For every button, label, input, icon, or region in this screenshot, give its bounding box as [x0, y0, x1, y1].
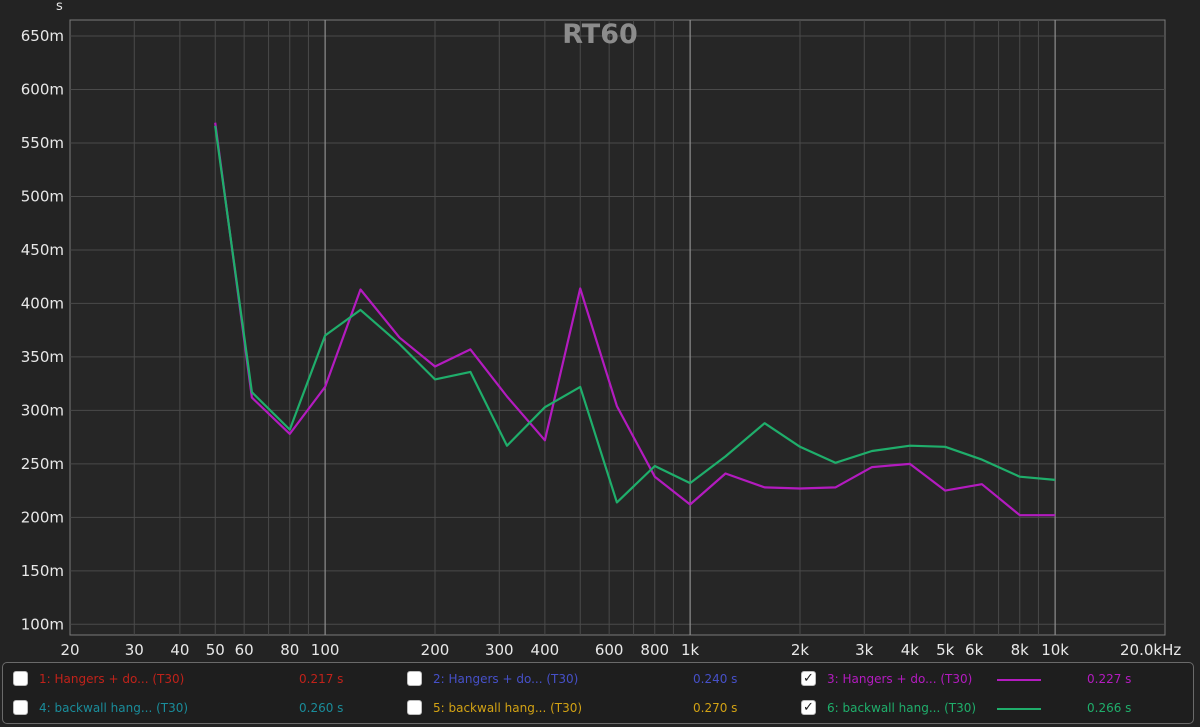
legend-series-value: 0.217 s — [299, 672, 344, 686]
rt60-chart: 100m 150m 200m 250m 300m 350m 400m 450m 500m 550m… — [21, 0, 1182, 659]
y-tick-label: 250m — [21, 455, 64, 473]
legend-item[interactable]: 2: Hangers + do... (T30) 0.240 s — [407, 666, 799, 694]
unchecked-checkbox[interactable] — [13, 700, 28, 715]
x-axis-ticks: 20 30 40 50 60 80 100 200 300 400 600 800 1k 2k 3k 4k 5k… — [60, 641, 1069, 659]
x-tick-label: 6k — [965, 641, 984, 659]
legend-item[interactable]: ✓ 6: backwall hang... (T30) 0.266 s — [801, 695, 1193, 723]
x-tick-label: 20 — [60, 641, 79, 659]
y-tick-label: 500m — [21, 187, 64, 205]
x-tick-label: 40 — [170, 641, 189, 659]
legend-series-value: 0.227 s — [1087, 672, 1132, 686]
grid-lines — [70, 20, 1165, 635]
y-tick-label: 300m — [21, 401, 64, 419]
series-line-hangers — [214, 122, 1056, 517]
plot-area — [69, 19, 1166, 636]
legend-series-name: 1: Hangers + do... (T30) — [39, 672, 185, 686]
y-axis-unit: s — [56, 0, 63, 14]
x-tick-label: 800 — [640, 641, 669, 659]
legend-series-value: 0.270 s — [693, 701, 738, 715]
x-tick-label: 3k — [855, 641, 874, 659]
legend-line-swatch — [997, 679, 1041, 681]
x-tick-label: 60 — [235, 641, 254, 659]
x-tick-label: 600 — [595, 641, 624, 659]
x-tick-label: 300 — [485, 641, 514, 659]
legend-series-name: 2: Hangers + do... (T30) — [433, 672, 579, 686]
x-tick-label: 50 — [206, 641, 225, 659]
legend-series-name: 6: backwall hang... (T30) — [827, 701, 977, 715]
y-axis-ticks: 100m 150m 200m 250m 300m 350m 400m 450m 500m 550m… — [21, 27, 64, 633]
x-tick-label: 8k — [1011, 641, 1030, 659]
legend-item[interactable]: 5: backwall hang... (T30) 0.270 s — [407, 695, 799, 723]
y-tick-label: 400m — [21, 294, 64, 312]
series-lines — [214, 122, 1056, 517]
x-tick-label: 80 — [280, 641, 299, 659]
x-tick-label: 400 — [531, 641, 560, 659]
checked-checkbox[interactable]: ✓ — [801, 700, 816, 715]
legend-item[interactable]: 1: Hangers + do... (T30) 0.217 s — [13, 666, 405, 694]
legend-row: 4: backwall hang... (T30) 0.260 s 5: backw… — [3, 695, 1193, 723]
x-tick-label: 1k — [681, 641, 700, 659]
y-tick-label: 550m — [21, 134, 64, 152]
y-tick-label: 450m — [21, 241, 64, 259]
y-tick-label: 350m — [21, 348, 64, 366]
series-line-backwall — [214, 125, 1056, 504]
legend-series-value: 0.260 s — [299, 701, 344, 715]
y-tick-label: 650m — [21, 27, 64, 45]
x-axis-unit-label: 20.0kHz — [1120, 641, 1181, 659]
legend-row: 1: Hangers + do... (T30) 0.217 s 2: Hanger… — [3, 666, 1193, 694]
legend-series-value: 0.240 s — [693, 672, 738, 686]
legend-series-name: 4: backwall hang... (T30) — [39, 701, 189, 715]
legend-panel: 1: Hangers + do... (T30) 0.217 s 2: Hanger… — [2, 662, 1194, 724]
y-tick-label: 600m — [21, 81, 64, 99]
x-tick-label: 200 — [421, 641, 450, 659]
checked-checkbox[interactable]: ✓ — [801, 671, 816, 686]
y-tick-label: 200m — [21, 508, 64, 526]
legend-item[interactable]: ✓ 3: Hangers + do... (T30) 0.227 s — [801, 666, 1193, 694]
legend-item[interactable]: 4: backwall hang... (T30) 0.260 s — [13, 695, 405, 723]
x-tick-label: 4k — [901, 641, 920, 659]
chart-title: RT60 — [562, 19, 638, 50]
x-tick-label: 2k — [791, 641, 810, 659]
y-tick-label: 150m — [21, 562, 64, 580]
x-tick-label: 30 — [125, 641, 144, 659]
unchecked-checkbox[interactable] — [407, 671, 422, 686]
y-tick-label: 100m — [21, 615, 64, 633]
x-tick-label: 5k — [936, 641, 955, 659]
legend-series-name: 3: Hangers + do... (T30) — [827, 672, 973, 686]
legend-series-value: 0.266 s — [1087, 701, 1132, 715]
legend-line-swatch — [997, 708, 1041, 710]
unchecked-checkbox[interactable] — [407, 700, 422, 715]
legend-series-name: 5: backwall hang... (T30) — [433, 701, 583, 715]
x-tick-label: 100 — [311, 641, 340, 659]
x-tick-label: 10k — [1041, 641, 1069, 659]
unchecked-checkbox[interactable] — [13, 671, 28, 686]
